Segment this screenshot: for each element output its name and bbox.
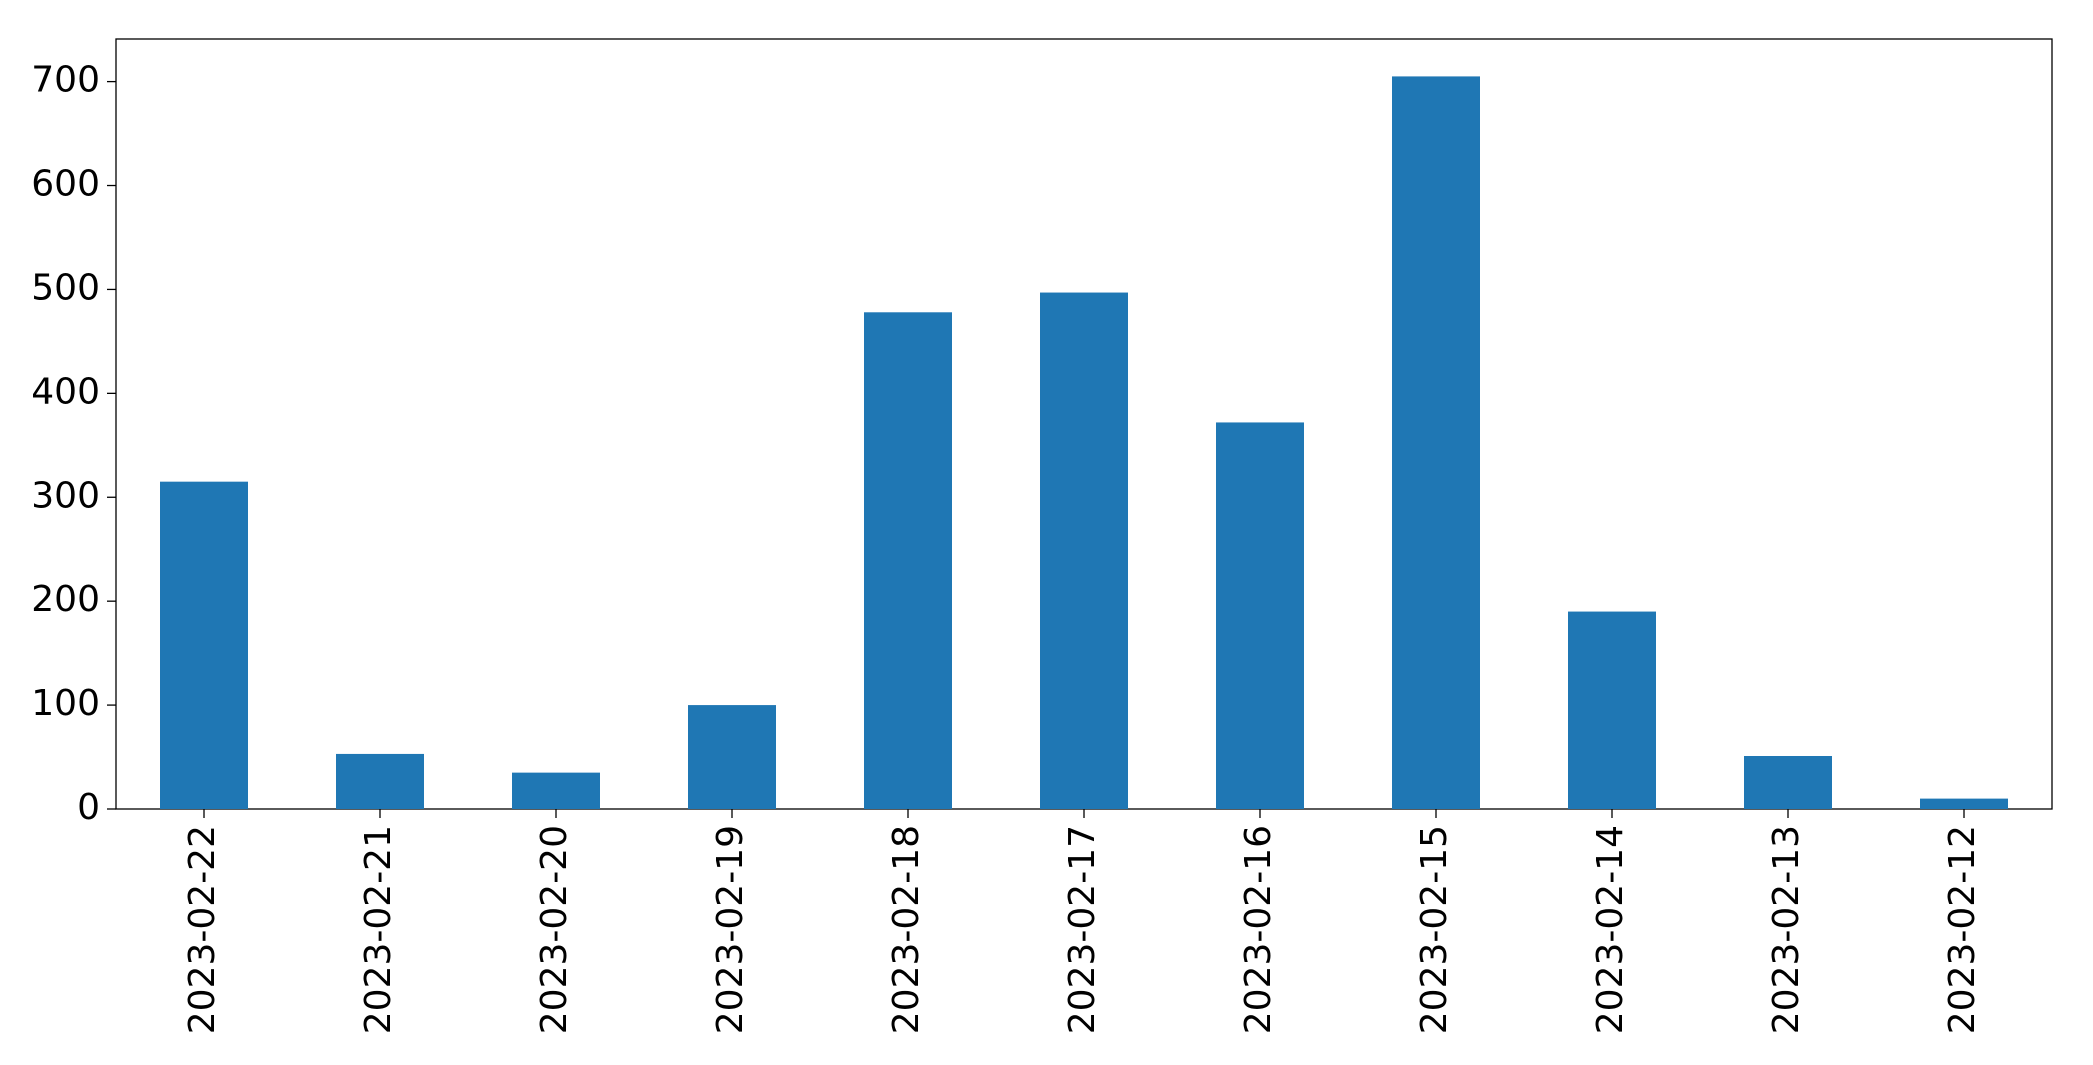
y-tick-label: 600	[31, 164, 100, 205]
bar	[864, 312, 952, 809]
x-tick-label: 2023-02-19	[710, 825, 751, 1034]
x-tick-label: 2023-02-20	[534, 825, 575, 1034]
x-tick-label: 2023-02-13	[1766, 825, 1807, 1034]
bar	[1216, 422, 1304, 809]
bar	[1392, 76, 1480, 809]
x-tick-label: 2023-02-18	[886, 825, 927, 1034]
x-tick-label: 2023-02-14	[1590, 825, 1631, 1034]
bar	[336, 753, 424, 809]
bar	[1568, 611, 1656, 809]
bar	[688, 705, 776, 809]
y-tick-label: 300	[31, 475, 100, 516]
x-tick-label: 2023-02-12	[1942, 825, 1983, 1034]
bar	[160, 481, 248, 809]
bar	[512, 772, 600, 809]
y-tick-label: 400	[31, 371, 100, 412]
x-tick-label: 2023-02-17	[1062, 825, 1103, 1034]
x-tick-label: 2023-02-15	[1414, 825, 1455, 1034]
x-tick-label: 2023-02-16	[1238, 825, 1279, 1034]
x-tick-label: 2023-02-22	[182, 825, 223, 1034]
bar	[1920, 798, 2008, 809]
x-tick-label: 2023-02-21	[358, 825, 399, 1034]
y-tick-label: 500	[31, 267, 100, 308]
y-tick-label: 200	[31, 579, 100, 620]
bar	[1744, 756, 1832, 809]
y-tick-label: 0	[77, 787, 100, 828]
bar	[1040, 292, 1128, 809]
y-tick-label: 700	[31, 60, 100, 101]
y-tick-label: 100	[31, 683, 100, 724]
